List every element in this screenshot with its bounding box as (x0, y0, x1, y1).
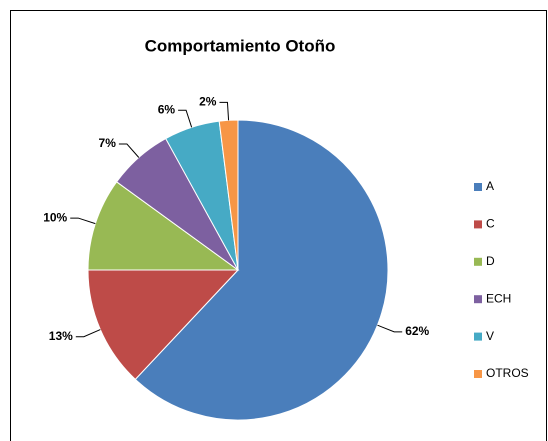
legend-swatch (474, 220, 482, 229)
legend-label: C (486, 217, 495, 231)
legend-swatch (474, 183, 482, 191)
leader-line (70, 217, 96, 225)
data-label: 13% (49, 329, 73, 343)
data-label: 7% (99, 136, 117, 150)
leader-line (219, 101, 230, 121)
leader-line (118, 143, 140, 158)
data-label: 6% (158, 102, 176, 116)
pie-slice (218, 119, 239, 271)
legend-swatch (474, 332, 482, 341)
data-label: 10% (43, 210, 67, 224)
legend-label: OTROS (486, 366, 529, 380)
legend-label: V (486, 329, 494, 343)
legend-label: A (486, 179, 494, 193)
legend-swatch (474, 295, 482, 304)
data-label: 62% (405, 324, 429, 338)
legend-swatch (474, 257, 482, 266)
legend-swatch (474, 370, 482, 378)
leader-line (75, 329, 101, 338)
data-label: 2% (199, 95, 217, 109)
leader-line (377, 324, 403, 333)
pie-slice (87, 269, 240, 381)
legend-label: D (486, 254, 495, 268)
chart-title: Comportamiento Otoño (145, 36, 336, 55)
legend-label: ECH (486, 291, 511, 305)
leader-line (178, 109, 193, 128)
